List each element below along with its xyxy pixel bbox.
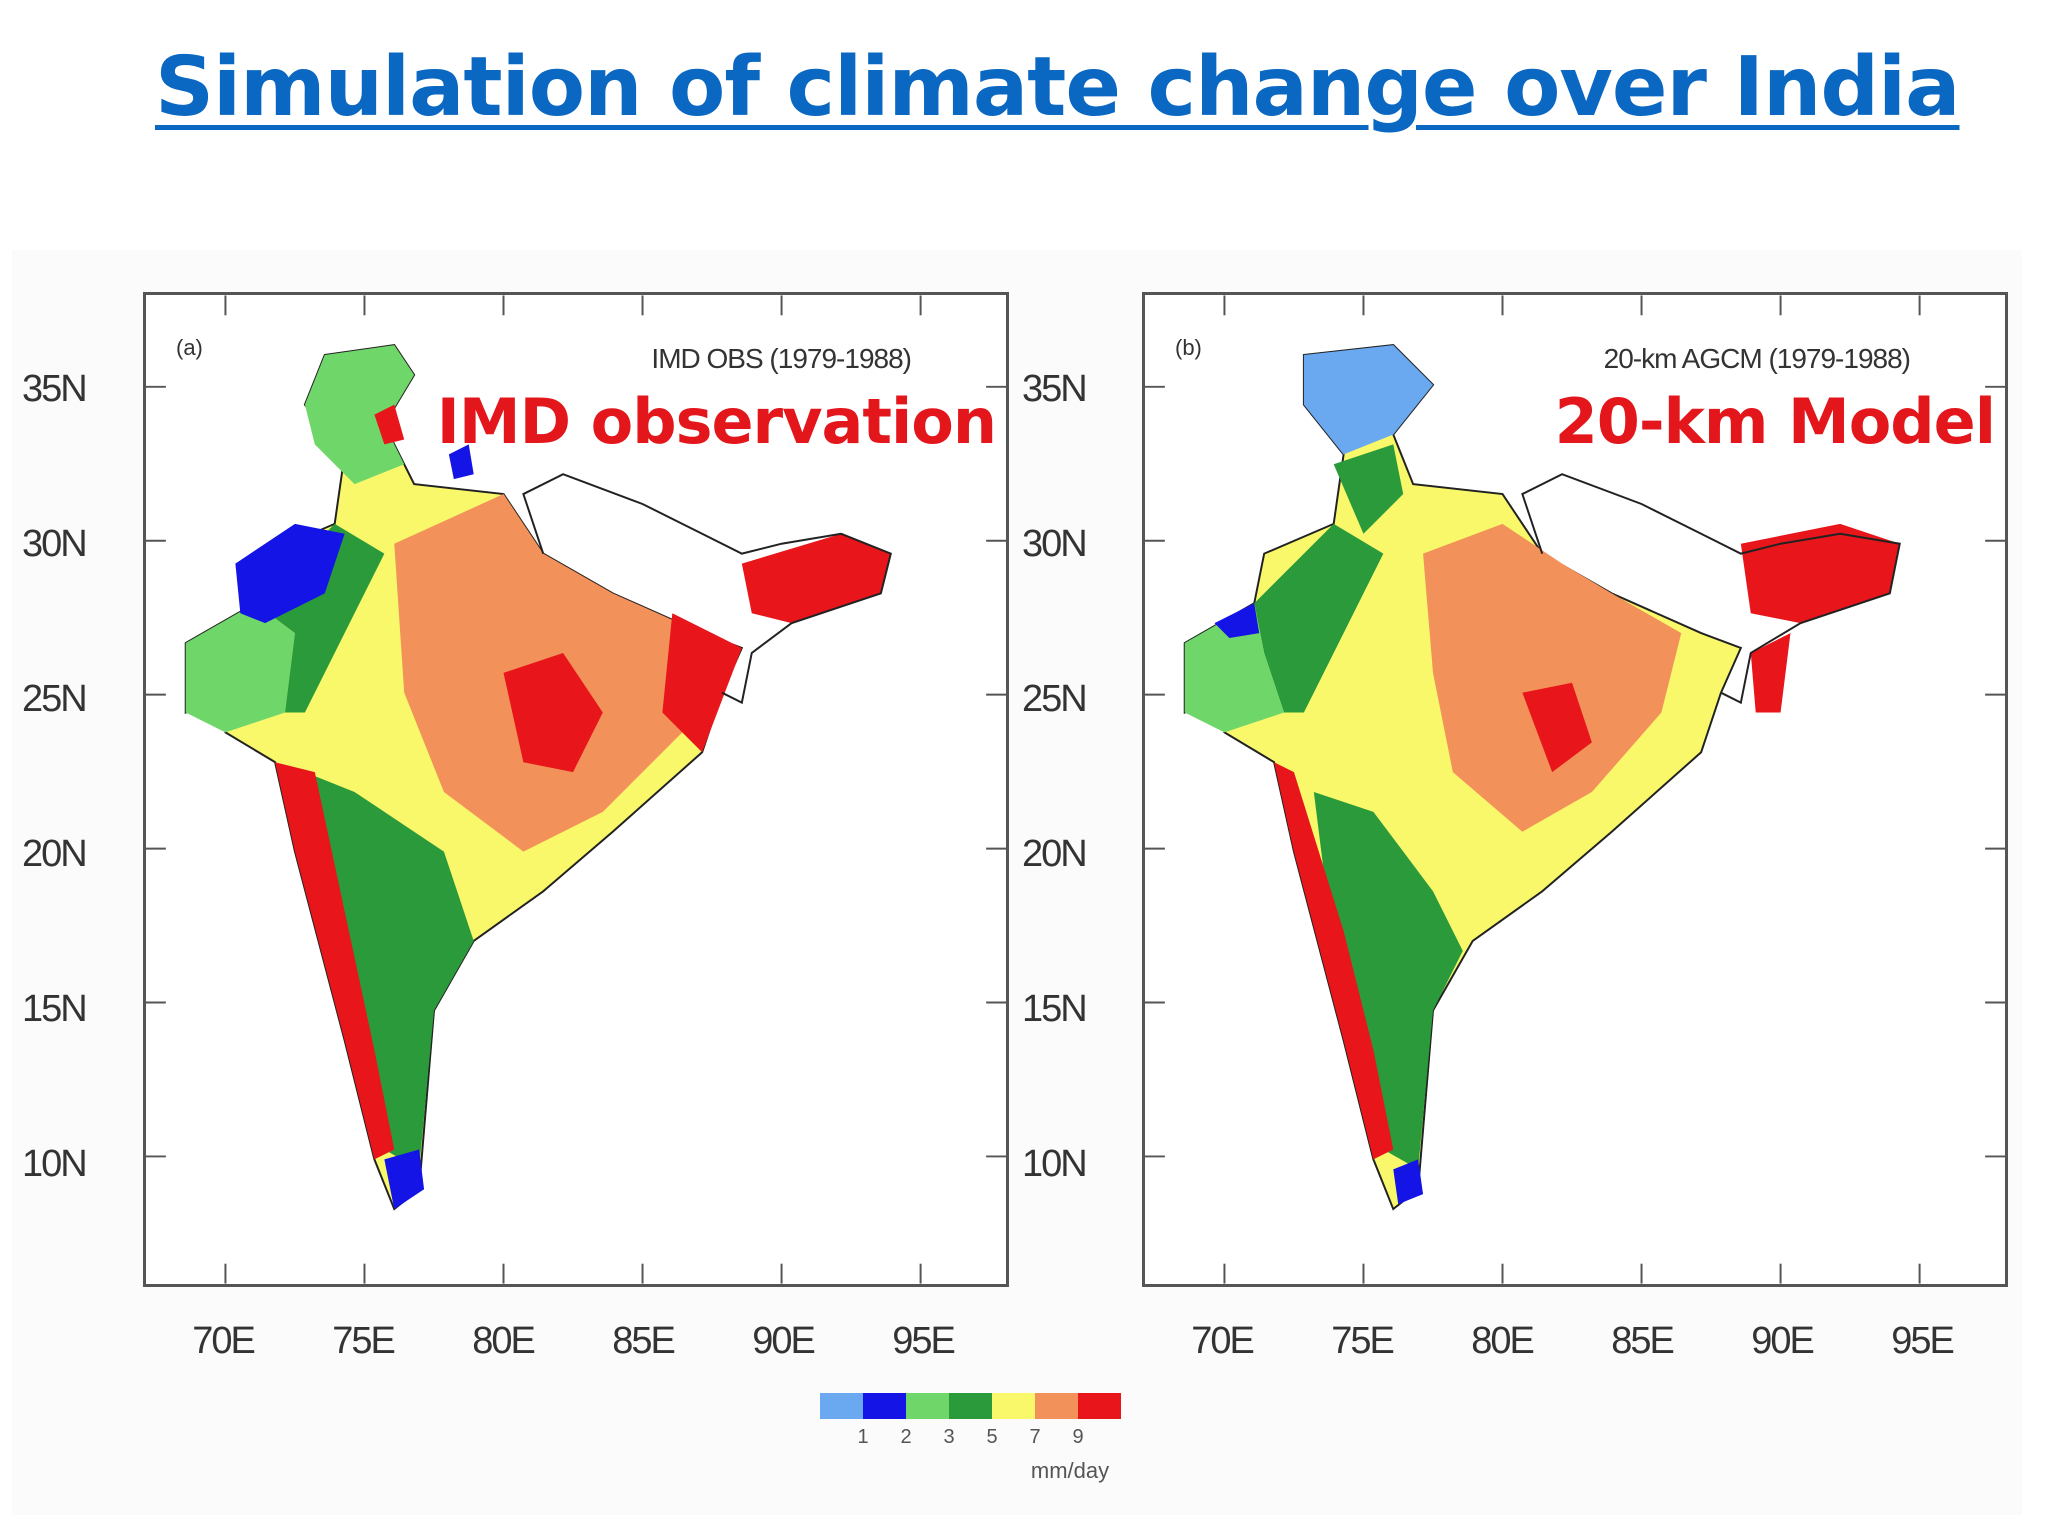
lon-ticks: [224, 295, 922, 1284]
rain-green: [1184, 603, 1285, 733]
colorbar-swatch: [1078, 1393, 1121, 1419]
lat-label-b: 20N: [1022, 833, 1088, 875]
lat-label-a: 15N: [22, 988, 88, 1030]
colorbar-tick: 1: [857, 1426, 869, 1448]
lon-label-b: 90E: [1751, 1320, 1815, 1362]
lon-label-a: 85E: [612, 1320, 676, 1362]
rainfall-map-observation: [146, 295, 1006, 1284]
rain-blue: [235, 523, 425, 1210]
map-panel-observation: (a) IMD OBS (1979-1988) IMD observation: [143, 292, 1009, 1287]
lon-label-a: 75E: [332, 1320, 396, 1362]
lat-label-b: 30N: [1022, 523, 1088, 565]
colorbar-unit: mm/day: [1030, 1458, 1110, 1483]
lat-ticks: [146, 385, 1006, 1158]
map-panel-model: (b) 20-km AGCM (1979-1988) 20-km Model: [1142, 292, 2008, 1287]
lon-label-b: 75E: [1331, 1320, 1395, 1362]
colorbar-swatch: [820, 1393, 863, 1419]
lat-label-a: 25N: [22, 678, 88, 720]
lat-label-b: 25N: [1022, 678, 1088, 720]
lat-label-a: 30N: [22, 523, 88, 565]
colorbar-tick: 3: [943, 1426, 955, 1448]
slide-title: Simulation of climate change over India: [155, 40, 1960, 135]
colorbar-tick: 2: [900, 1426, 912, 1448]
lat-label-a: 35N: [22, 368, 88, 410]
colorbar-tick: 7: [1029, 1426, 1041, 1448]
panel-caption: IMD OBS (1979-1988): [651, 343, 912, 374]
himalaya-outline: [1521, 473, 1901, 705]
rain-blue: [1214, 603, 1424, 1205]
colorbar-swatch: [863, 1393, 906, 1419]
lon-label-a: 95E: [892, 1320, 956, 1362]
blue-patch-north: [448, 444, 474, 480]
lon-label-a: 70E: [192, 1320, 256, 1362]
colorbar-swatch: [992, 1393, 1035, 1419]
lat-label-b: 15N: [1022, 988, 1088, 1030]
lon-label-a: 80E: [472, 1320, 536, 1362]
himalaya-outline: [522, 473, 892, 705]
colorbar-tick: 5: [986, 1426, 998, 1448]
colorbar-swatch: [949, 1393, 992, 1419]
rain-orange: [1423, 523, 1682, 832]
colorbar-tick: 9: [1072, 1426, 1084, 1448]
lat-label-a: 20N: [22, 833, 88, 875]
panel-caption: 20-km AGCM (1979-1988): [1603, 343, 1911, 374]
colorbar-swatch: [1035, 1393, 1078, 1419]
rainfall-map-model: [1145, 295, 2005, 1284]
rain-green-north: [185, 345, 415, 733]
lon-label-b: 70E: [1191, 1320, 1255, 1362]
lon-label-b: 95E: [1891, 1320, 1955, 1362]
lat-ticks: [1145, 385, 2005, 1158]
rain-lightblue-north: [1303, 345, 1433, 455]
lat-label-b: 10N: [1022, 1143, 1088, 1185]
panel-overlay-label: IMD observation: [436, 385, 997, 458]
panel-letter: (b): [1175, 335, 1202, 360]
rain-red: [1274, 523, 1900, 1160]
lon-label-b: 85E: [1611, 1320, 1675, 1362]
colorbar-swatch: [906, 1393, 949, 1419]
panel-overlay-label: 20-km Model: [1554, 385, 1996, 458]
lon-label-a: 90E: [752, 1320, 816, 1362]
panel-letter: (a): [176, 335, 203, 360]
lon-label-b: 80E: [1471, 1320, 1535, 1362]
rain-red: [275, 404, 891, 1160]
lat-label-a: 10N: [22, 1143, 88, 1185]
lat-label-b: 35N: [1022, 368, 1088, 410]
colorbar-legend: [820, 1393, 1121, 1419]
lon-ticks: [1223, 295, 1921, 1284]
